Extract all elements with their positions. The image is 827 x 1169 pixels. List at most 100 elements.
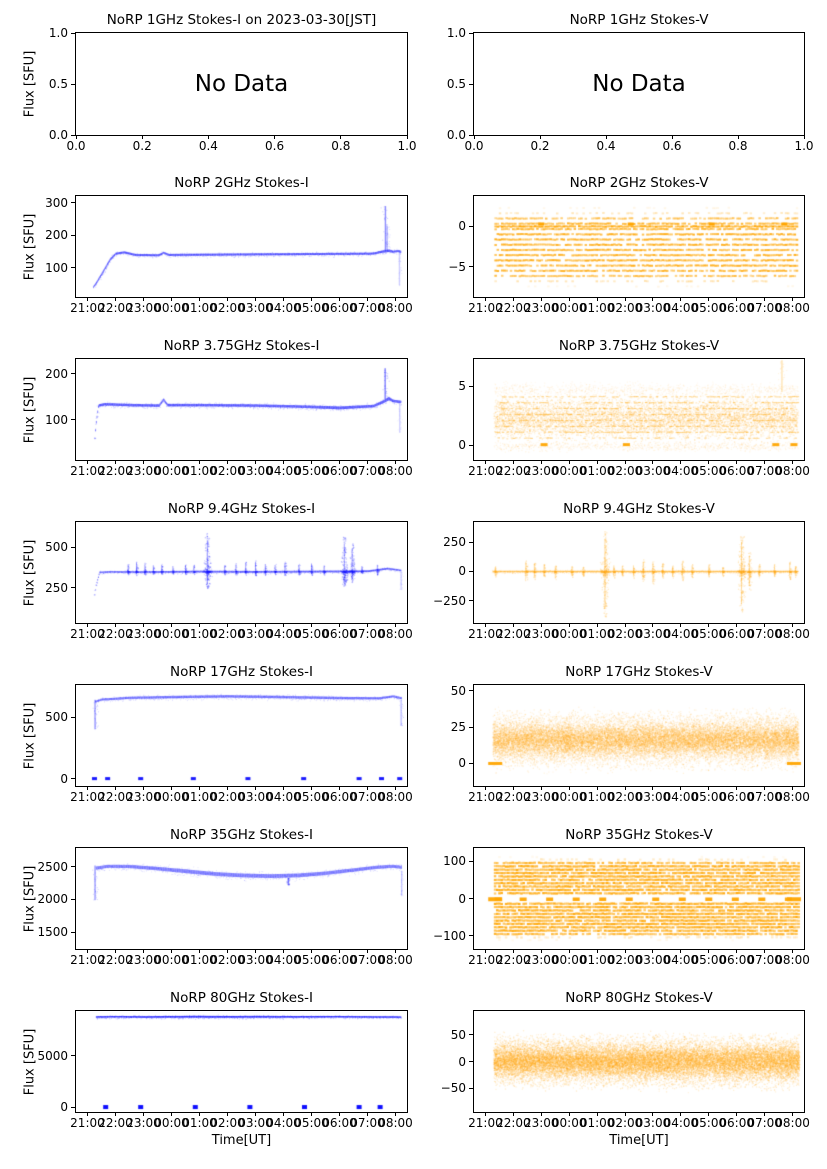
y-tick-label: 200 xyxy=(45,366,68,381)
y-tick-label: 300 xyxy=(45,195,68,210)
x-tick-label: 0.0 xyxy=(66,139,86,153)
x-tick-mark xyxy=(142,297,144,301)
x-tick-label: 05:00 xyxy=(294,953,329,967)
x-tick-label: 06:00 xyxy=(322,790,357,804)
subplot-1ghz-stokes-v: NoRP 1GHz Stokes-V No Data 0.0 0.2 0.4 0.6 0… xyxy=(447,12,814,153)
x-tick-mark xyxy=(484,1112,486,1116)
x-tick-label: 08:00 xyxy=(378,627,413,641)
plot-canvas xyxy=(76,848,407,949)
x-tick-mark xyxy=(141,135,143,139)
x-tick-mark xyxy=(624,297,626,301)
x-tick-mark xyxy=(540,786,542,790)
y-tick-mark xyxy=(469,935,473,937)
y-tick-mark xyxy=(71,1106,75,1108)
y-tick-label: 50 xyxy=(450,683,466,698)
y-tick-mark xyxy=(469,898,473,899)
y-tick-label: 200 xyxy=(45,228,68,243)
x-tick-label: 02:00 xyxy=(607,1116,643,1130)
x-tick-label: 07:00 xyxy=(747,1116,782,1130)
x-tick-mark xyxy=(736,297,738,301)
x-tick-mark xyxy=(708,297,710,301)
y-tick-mark xyxy=(469,83,473,85)
x-tick-label: 07:00 xyxy=(350,464,385,478)
x-tick-mark xyxy=(708,460,710,464)
x-tick-label: 00:00 xyxy=(551,301,587,315)
x-tick-label: 08:00 xyxy=(378,953,413,967)
y-tick-mark xyxy=(71,373,75,375)
x-tick-label: 03:00 xyxy=(635,790,671,804)
y-tick-label: 100 xyxy=(443,854,466,869)
x-tick-label: 05:00 xyxy=(691,464,727,478)
x-tick-label: 02:00 xyxy=(210,790,245,804)
x-tick-mark xyxy=(339,949,340,953)
x-tick-label: 06:00 xyxy=(322,1116,357,1130)
x-tick-label: 03:00 xyxy=(238,790,273,804)
y-tick-label: −50 xyxy=(440,1081,466,1096)
x-tick-mark xyxy=(311,1112,312,1116)
x-tick-label: 0.4 xyxy=(596,139,616,153)
x-tick-label: 06:00 xyxy=(322,301,357,315)
x-tick-mark xyxy=(311,623,312,627)
y-tick-label: 500 xyxy=(45,540,68,555)
subplot-80ghz-stokes-v: NoRP 80GHz Stokes-V Time[UT] 21:00 22:00 2… xyxy=(441,990,810,1148)
x-tick-label: 0.2 xyxy=(530,139,550,153)
y-tick-label: 100 xyxy=(45,260,68,275)
x-tick-label: 23:00 xyxy=(126,790,161,804)
plot-title: NoRP 80GHz Stokes-V xyxy=(565,990,713,1006)
x-tick-mark xyxy=(484,949,486,953)
plot-canvas xyxy=(76,359,407,460)
x-tick-mark xyxy=(226,460,228,464)
plot-title: NoRP 1GHz Stokes-I on 2023-03-30[JST] xyxy=(106,12,377,28)
x-tick-label: 06:00 xyxy=(719,301,754,315)
y-tick-mark xyxy=(469,444,473,446)
y-tick-mark xyxy=(469,726,473,728)
plot-title: NoRP 3.75GHz Stokes-I xyxy=(163,338,320,354)
x-tick-label: 04:00 xyxy=(663,953,699,967)
x-tick-mark xyxy=(764,623,766,627)
y-tick-label: 25 xyxy=(450,720,466,735)
x-tick-label: 22:00 xyxy=(98,627,133,641)
y-tick-label: 2500 xyxy=(37,859,68,874)
x-tick-mark xyxy=(624,786,626,790)
plot-title: NoRP 35GHz Stokes-I xyxy=(170,827,313,843)
y-tick-label: 250 xyxy=(443,535,466,550)
subplot-2ghz-stokes-v: NoRP 2GHz Stokes-V 21:00 22:00 23:00 00:00 0… xyxy=(448,175,810,315)
x-tick-label: 01:00 xyxy=(182,627,217,641)
x-tick-label: 01:00 xyxy=(579,953,615,967)
plot-canvas xyxy=(76,685,407,786)
x-tick-mark xyxy=(680,786,682,790)
x-tick-mark xyxy=(596,297,598,301)
x-tick-mark xyxy=(255,1112,256,1116)
x-tick-label: 03:00 xyxy=(635,1116,671,1130)
x-tick-mark xyxy=(680,297,682,301)
x-tick-mark xyxy=(311,297,312,301)
x-tick-mark xyxy=(226,949,228,953)
subplot-17ghz-stokes-i: NoRP 17GHz Stokes-I Flux [SFU] 21:00 22:0… xyxy=(23,664,413,804)
plot-title: NoRP 2GHz Stokes-V xyxy=(569,175,709,191)
x-tick-label: 07:00 xyxy=(350,627,385,641)
x-tick-mark xyxy=(652,949,654,953)
x-tick-mark xyxy=(596,786,598,790)
no-data-annotation: No Data xyxy=(194,71,289,97)
y-tick-label: −250 xyxy=(433,593,466,608)
y-tick-mark xyxy=(469,1061,473,1062)
x-tick-label: 21:00 xyxy=(70,790,105,804)
x-tick-mark xyxy=(226,1112,228,1116)
x-tick-mark xyxy=(395,1112,397,1116)
x-tick-label: 22:00 xyxy=(496,790,531,804)
y-tick-mark xyxy=(71,202,75,204)
x-tick-mark xyxy=(255,460,256,464)
x-tick-mark xyxy=(764,949,766,953)
x-tick-label: 03:00 xyxy=(238,464,273,478)
x-tick-label: 04:00 xyxy=(663,301,699,315)
x-tick-label: 08:00 xyxy=(775,301,810,315)
y-tick-mark xyxy=(71,587,75,589)
x-tick-mark xyxy=(764,460,766,464)
x-tick-label: 21:00 xyxy=(468,1116,503,1130)
x-tick-mark xyxy=(86,460,88,464)
x-tick-label: 04:00 xyxy=(266,301,301,315)
x-tick-mark xyxy=(114,460,116,464)
plot-title: NoRP 17GHz Stokes-V xyxy=(565,664,713,680)
x-tick-mark xyxy=(652,623,654,627)
x-tick-label: 02:00 xyxy=(607,627,643,641)
